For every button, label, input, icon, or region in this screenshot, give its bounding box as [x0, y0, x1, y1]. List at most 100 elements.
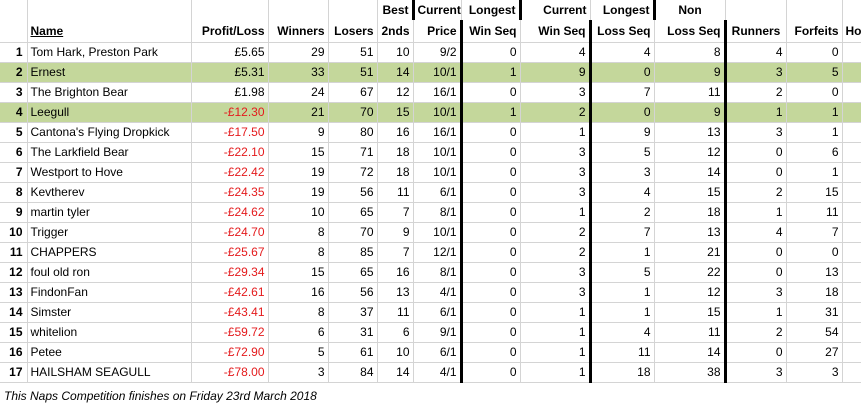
seconds-cell: 15 [377, 102, 414, 123]
current-win-seq-cell: 0 [459, 342, 521, 363]
name-cell: foul old ron [27, 262, 192, 283]
winners-cell: 24 [268, 82, 329, 103]
best-price-cell: 10/1 [413, 142, 462, 163]
profit-loss-cell: -£29.34 [191, 262, 269, 283]
holiday-cell: 9 [842, 42, 861, 63]
table-row: 3 The Brighton Bear £1.98 24 67 12 16/1 0 3 7 11 2 0… [0, 82, 861, 103]
longest-loss-seq-cell: 15 [654, 182, 727, 203]
name-cell: whitelion [27, 322, 192, 343]
header-current-win-seq-2: Win Seq [459, 20, 521, 43]
table-row: 17 HAILSHAM SEAGULL -£78.00 3 84 14 4/1 0 1 18 38 3… [0, 362, 861, 383]
seconds-cell: 6 [377, 322, 414, 343]
profit-loss-cell: -£12.30 [191, 102, 269, 123]
non-runners-cell: 1 [725, 102, 787, 123]
longest-loss-seq-cell: 12 [654, 282, 727, 303]
current-loss-seq-cell: 1 [590, 282, 655, 303]
longest-loss-seq-cell: 14 [654, 342, 727, 363]
current-win-seq-cell: 0 [459, 262, 521, 283]
header-longest-loss-seq-2: Loss Seq [654, 20, 727, 43]
current-win-seq-cell: 0 [459, 122, 521, 143]
forfeits-cell: 27 [786, 342, 843, 363]
current-loss-seq-cell: 4 [590, 322, 655, 343]
position-cell: 5 [0, 122, 28, 143]
header-non-runners-1: Non [654, 0, 726, 20]
position-cell: 16 [0, 342, 28, 363]
forfeits-cell: 5 [786, 62, 843, 83]
non-runners-cell: 4 [725, 42, 787, 63]
current-loss-seq-cell: 0 [590, 62, 655, 83]
best-price-cell: 9/2 [413, 42, 462, 63]
name-cell: Petee [27, 342, 192, 363]
holiday-cell: 0 [842, 102, 861, 123]
current-loss-seq-cell: 5 [590, 142, 655, 163]
profit-loss-cell: -£24.62 [191, 202, 269, 223]
header-current-loss-seq-2: Loss Seq [590, 20, 655, 43]
non-runners-cell: 3 [725, 62, 787, 83]
holiday-cell: 1 [842, 62, 861, 83]
profit-loss-cell: -£43.41 [191, 302, 269, 323]
losers-cell: 31 [328, 322, 378, 343]
best-price-cell: 9/1 [413, 322, 462, 343]
losers-cell: 84 [328, 362, 378, 383]
longest-win-seq-cell: 1 [520, 122, 592, 143]
name-cell: Simster [27, 302, 192, 323]
winners-cell: 21 [268, 102, 329, 123]
position-cell: 3 [0, 82, 28, 103]
header-best-price-2: Price [413, 20, 462, 43]
name-cell: Westport to Hove [27, 162, 192, 183]
non-runners-cell: 2 [725, 82, 787, 103]
profit-loss-cell: £5.65 [191, 42, 269, 63]
forfeits-cell: 0 [786, 82, 843, 103]
current-win-seq-cell: 0 [459, 162, 521, 183]
forfeits-cell: 6 [786, 142, 843, 163]
current-win-seq-cell: 0 [459, 322, 521, 343]
longest-loss-seq-cell: 9 [654, 102, 727, 123]
longest-loss-seq-cell: 11 [654, 322, 727, 343]
seconds-cell: 12 [377, 82, 414, 103]
longest-loss-seq-cell: 9 [654, 62, 727, 83]
position-cell: 17 [0, 362, 28, 383]
profit-loss-cell: £5.31 [191, 62, 269, 83]
current-win-seq-cell: 0 [459, 202, 521, 223]
winners-cell: 19 [268, 182, 329, 203]
non-runners-cell: 3 [725, 362, 787, 383]
longest-loss-seq-cell: 8 [654, 42, 727, 63]
table-row: 5 Cantona's Flying Dropkick -£17.50 9 80 16 16… [0, 122, 861, 143]
position-cell: 14 [0, 302, 28, 323]
current-win-seq-cell: 1 [459, 102, 521, 123]
table-row: 1 Tom Hark, Preston Park £5.65 29 51 10 9/2 0 4 4… [0, 42, 861, 63]
longest-win-seq-cell: 2 [520, 102, 592, 123]
forfeits-cell: 54 [786, 322, 843, 343]
longest-win-seq-cell: 3 [520, 142, 592, 163]
forfeits-cell: 31 [786, 302, 843, 323]
best-price-cell: 12/1 [413, 242, 462, 263]
table-row: 6 The Larkfield Bear -£22.10 15 71 18 10/1 0 3 5 1… [0, 142, 861, 163]
longest-win-seq-cell: 3 [520, 182, 592, 203]
name-cell: FindonFan [27, 282, 192, 303]
non-runners-cell: 2 [725, 182, 787, 203]
longest-win-seq-cell: 1 [520, 322, 592, 343]
profit-loss-cell: -£42.61 [191, 282, 269, 303]
winners-cell: 33 [268, 62, 329, 83]
holiday-cell: 4 [842, 222, 861, 243]
non-runners-cell: 2 [725, 322, 787, 343]
name-cell: CHAPPERS [27, 242, 192, 263]
profit-loss-cell: -£24.70 [191, 222, 269, 243]
winners-cell: 16 [268, 282, 329, 303]
naps-league-table: Best Current Longest Current Longest Non… [0, 0, 861, 383]
current-win-seq-cell: 0 [459, 302, 521, 323]
current-loss-seq-cell: 4 [590, 42, 655, 63]
holiday-cell: 16 [842, 302, 861, 323]
current-loss-seq-cell: 2 [590, 202, 655, 223]
name-cell: The Larkfield Bear [27, 142, 192, 163]
holiday-cell: 0 [842, 322, 861, 343]
profit-loss-cell: £1.98 [191, 82, 269, 103]
current-win-seq-cell: 0 [459, 42, 521, 63]
winners-cell: 8 [268, 242, 329, 263]
longest-win-seq-cell: 1 [520, 302, 592, 323]
